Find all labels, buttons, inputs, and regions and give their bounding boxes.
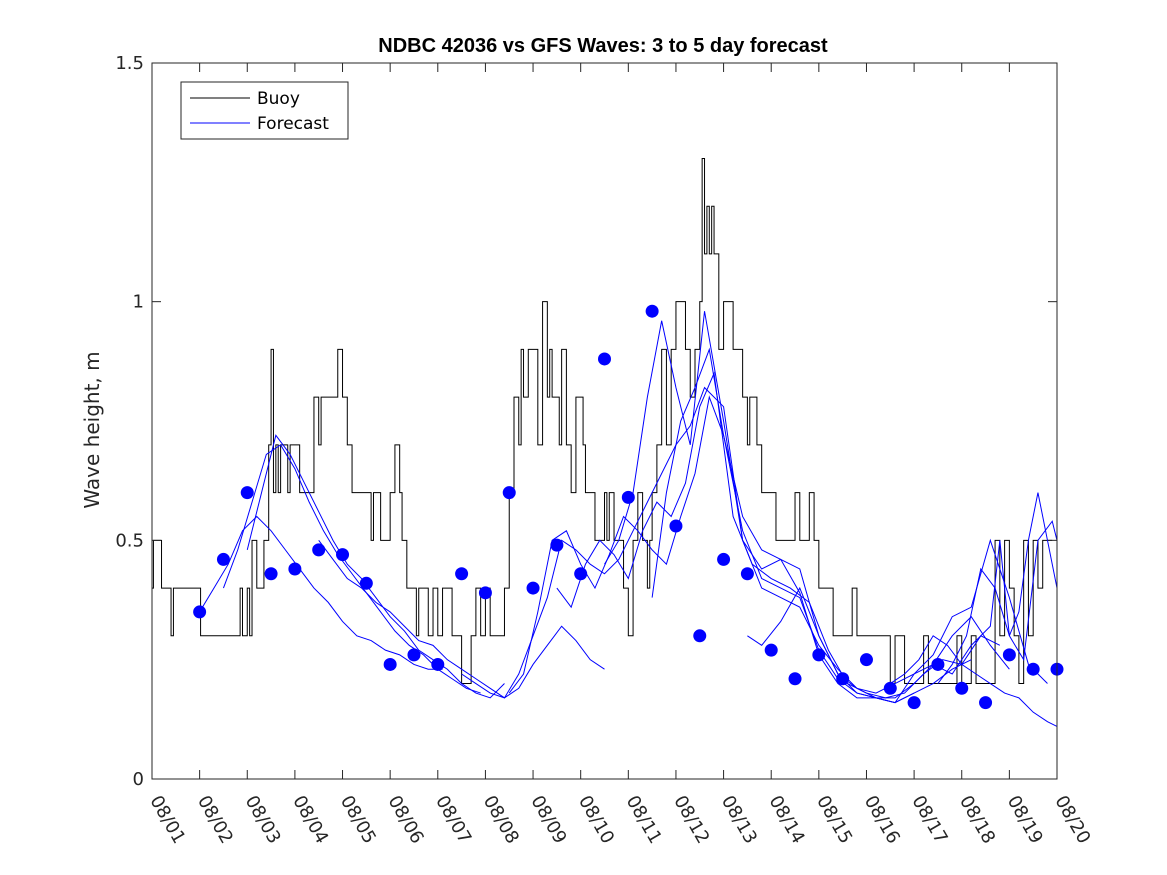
forecast-series-line-4 — [461, 386, 915, 704]
forecast-point — [193, 605, 207, 619]
plot-area — [151, 62, 1064, 780]
forecast-point — [621, 490, 635, 504]
y-tick-label: 1.5 — [115, 53, 144, 74]
forecast-point — [336, 548, 350, 562]
forecast-point — [859, 653, 873, 667]
chart-title: NDBC 42036 vs GFS Waves: 3 to 5 day fore… — [378, 35, 828, 57]
legend: Buoy Forecast — [180, 81, 349, 140]
legend-box — [180, 81, 349, 140]
forecast-point — [812, 648, 826, 662]
legend-forecast-label: Forecast — [257, 114, 329, 134]
forecast-point — [645, 304, 659, 318]
buoy-series-line — [152, 157, 1053, 685]
plot-box — [151, 62, 1058, 780]
forecast-point — [478, 586, 492, 600]
forecast-point — [669, 519, 683, 533]
plot-background — [152, 63, 1057, 779]
forecast-series-line-10 — [890, 635, 1058, 727]
legend-buoy-label: Buoy — [257, 89, 300, 109]
forecast-point — [526, 581, 540, 595]
forecast-point — [383, 657, 397, 671]
y-tick-label: 0 — [133, 769, 144, 790]
forecast-point — [883, 681, 897, 695]
forecast-point — [550, 538, 564, 552]
forecast-point — [764, 643, 778, 657]
forecast-series-line-11 — [937, 520, 1058, 684]
forecast-point — [359, 576, 373, 590]
y-tick-label: 0.5 — [115, 530, 144, 551]
forecast-point — [1026, 662, 1040, 676]
y-tick-label: 1 — [133, 292, 144, 313]
forecast-point — [264, 567, 278, 581]
forecast-point — [574, 567, 588, 581]
y-axis-label: Wave height, m — [80, 351, 104, 508]
forecast-point — [979, 696, 993, 710]
forecast-point — [240, 486, 254, 500]
series-layer — [152, 157, 1064, 727]
forecast-point — [931, 657, 945, 671]
forecast-point — [717, 552, 731, 566]
forecast-point — [455, 567, 469, 581]
forecast-point — [955, 681, 969, 695]
forecast-point — [407, 648, 421, 662]
forecast-series-line-2 — [246, 434, 505, 699]
y-axis: 0 0.5 1 1.5 — [115, 53, 1057, 790]
forecast-point — [1002, 648, 1016, 662]
forecast-point — [312, 543, 326, 557]
forecast-point — [502, 486, 516, 500]
forecast-point — [836, 672, 850, 686]
forecast-point — [788, 672, 802, 686]
forecast-point — [216, 552, 230, 566]
forecast-point — [740, 567, 754, 581]
forecast-series-line-0 — [199, 515, 443, 670]
forecast-point — [598, 352, 611, 366]
forecast-series-line-3 — [318, 540, 605, 699]
forecast-point — [693, 629, 707, 643]
forecast-point — [431, 657, 445, 671]
forecast-point — [288, 562, 302, 576]
forecast-point — [907, 696, 921, 710]
